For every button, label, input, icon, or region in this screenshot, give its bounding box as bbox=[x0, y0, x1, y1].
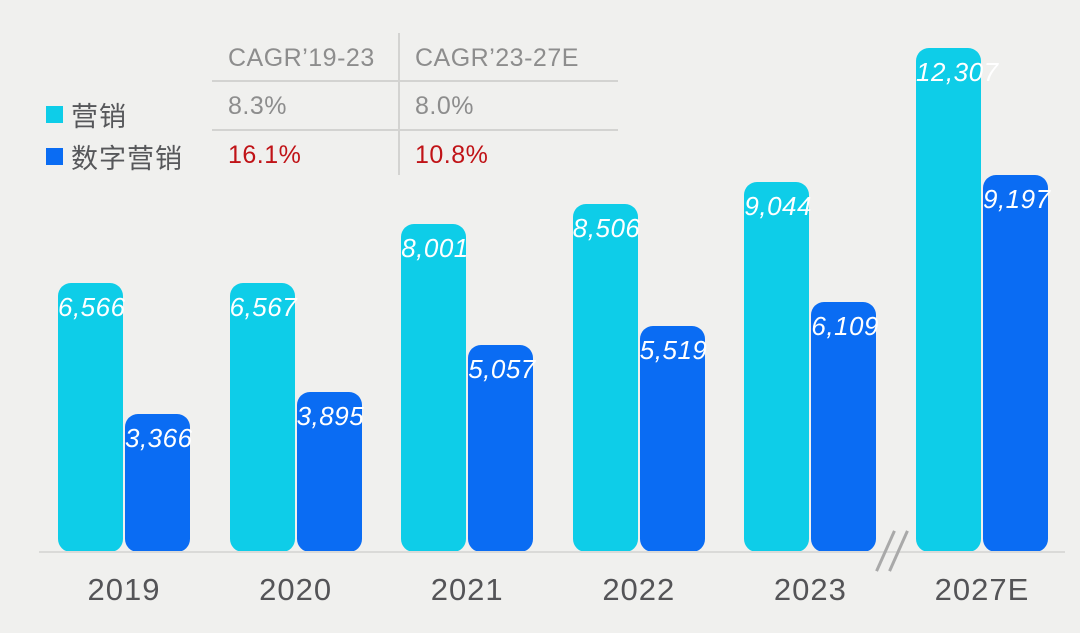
bar-value-label: 5,519 bbox=[639, 335, 708, 365]
legend-label-marketing: 营销 bbox=[71, 102, 127, 132]
bar-marketing-2023: 9,044 bbox=[744, 182, 812, 552]
cagr-col-header-19-23: CAGR’19-23 bbox=[228, 44, 375, 72]
bar-marketing-2020: 6,567 bbox=[229, 283, 298, 552]
bar-value-label: 6,109 bbox=[811, 311, 879, 341]
x-axis-label-2019: 2019 bbox=[87, 572, 161, 607]
bar-value-label: 3,895 bbox=[296, 401, 365, 431]
x-axis-label-2023: 2023 bbox=[773, 572, 847, 607]
x-axis-label-2027E: 2027E bbox=[934, 572, 1030, 607]
bar-value-label: 8,001 bbox=[401, 233, 469, 263]
bar-marketing-2021: 8,001 bbox=[401, 224, 469, 552]
legend-swatch-digital-marketing-icon bbox=[46, 148, 63, 165]
table-divider-horizontal-2 bbox=[212, 129, 618, 131]
x-axis-baseline bbox=[39, 551, 1065, 553]
bar-value-label: 8,506 bbox=[572, 213, 641, 243]
cagr-value-marketing-19-23: 8.3% bbox=[228, 92, 287, 120]
bar-value-label: 3,366 bbox=[125, 423, 193, 453]
legend-swatch-marketing-icon bbox=[46, 106, 63, 123]
bar-value-label: 12,307 bbox=[916, 57, 999, 87]
legend-item-marketing: 营销 bbox=[46, 95, 127, 134]
x-axis-label-2022: 2022 bbox=[602, 572, 676, 607]
x-axis-label-2020: 2020 bbox=[259, 572, 333, 607]
cagr-value-digital-23-27e: 10.8% bbox=[415, 141, 489, 169]
bar-value-label: 5,057 bbox=[468, 354, 536, 384]
legend-item-digital-marketing: 数字营销 bbox=[46, 137, 183, 176]
bar-value-label: 9,044 bbox=[744, 191, 812, 221]
bar-digital-marketing-2021: 5,057 bbox=[468, 345, 536, 552]
bar-digital-marketing-2023: 6,109 bbox=[811, 302, 879, 552]
legend-label-digital-marketing: 数字营销 bbox=[71, 144, 183, 174]
bar-digital-marketing-2020: 3,895 bbox=[296, 392, 365, 552]
bar-marketing-2022: 8,506 bbox=[572, 204, 641, 552]
bar-value-label: 6,567 bbox=[229, 292, 298, 322]
table-divider-vertical bbox=[398, 33, 400, 175]
bar-digital-marketing-2019: 3,366 bbox=[125, 414, 193, 552]
cagr-value-marketing-23-27e: 8.0% bbox=[415, 92, 474, 120]
bar-marketing-2027E: 12,307 bbox=[916, 48, 999, 552]
table-divider-horizontal-1 bbox=[212, 80, 618, 82]
bar-digital-marketing-2027E: 9,197 bbox=[983, 175, 1051, 552]
bar-value-label: 6,566 bbox=[58, 292, 126, 322]
cagr-value-digital-19-23: 16.1% bbox=[228, 141, 302, 169]
cagr-col-header-23-27e: CAGR’23-27E bbox=[415, 44, 579, 72]
bar-marketing-2019: 6,566 bbox=[58, 283, 126, 552]
bar-value-label: 9,197 bbox=[983, 184, 1051, 214]
x-axis-label-2021: 2021 bbox=[430, 572, 504, 607]
bar-digital-marketing-2022: 5,519 bbox=[639, 326, 708, 552]
